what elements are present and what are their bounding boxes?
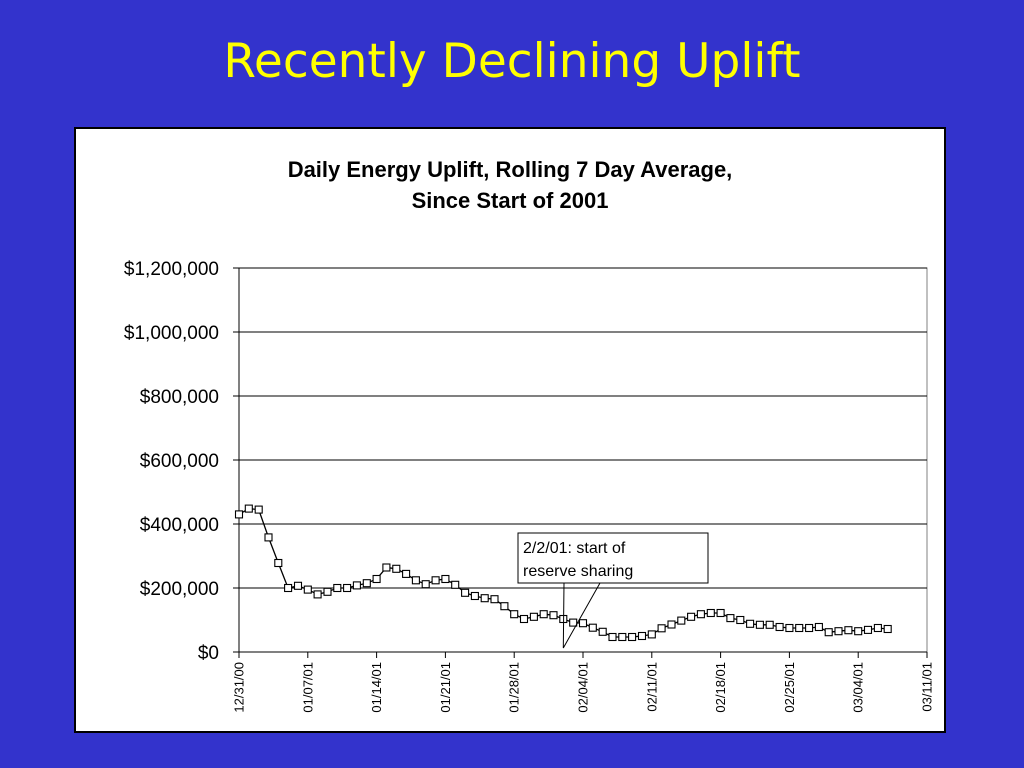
- data-point: [343, 583, 352, 593]
- y-tick-label: $400,000: [140, 515, 219, 536]
- x-tick-label: 01/28/01: [507, 662, 522, 713]
- data-point: [647, 630, 656, 639]
- data-point: [716, 608, 725, 618]
- x-tick-label: 02/11/01: [644, 662, 659, 712]
- data-point: [628, 632, 637, 642]
- data-point: [333, 583, 342, 593]
- data-point: [588, 623, 597, 632]
- data-point: [352, 581, 361, 590]
- data-point: [834, 627, 843, 636]
- data-point: [805, 623, 814, 633]
- annotation-text: reserve sharing: [523, 563, 633, 580]
- data-point: [736, 615, 745, 625]
- data-point: [706, 608, 715, 618]
- data-point: [431, 576, 440, 585]
- data-point: [755, 620, 764, 629]
- y-tick-label: $800,000: [140, 387, 219, 408]
- x-tick-label: 03/11/01: [920, 662, 935, 712]
- data-point: [421, 580, 430, 589]
- y-tick-label: $200,000: [140, 579, 219, 600]
- data-point: [795, 623, 804, 633]
- annotation-text: 2/2/01: start of: [523, 540, 626, 557]
- data-point: [578, 619, 588, 628]
- data-point: [677, 616, 686, 625]
- data-point: [519, 614, 529, 624]
- chart-title-line-2: Since Start of 2001: [411, 188, 609, 213]
- data-point: [549, 611, 558, 620]
- data-point: [854, 627, 863, 636]
- x-tick-label: 01/07/01: [300, 662, 315, 713]
- data-point: [500, 602, 509, 611]
- data-point: [480, 594, 489, 603]
- data-point: [873, 623, 882, 633]
- data-point: [264, 533, 273, 542]
- data-point: [618, 632, 627, 642]
- annotation-box: [517, 532, 709, 584]
- slide-title: Recently Declining Uplift: [223, 34, 801, 89]
- data-point: [696, 610, 705, 619]
- x-tick-label: 01/14/01: [369, 662, 384, 713]
- data-point: [765, 620, 774, 629]
- x-tick-label: 02/25/01: [782, 662, 797, 713]
- data-point: [244, 504, 253, 513]
- data-point: [863, 625, 873, 634]
- data-point: [529, 612, 538, 621]
- data-point: [824, 628, 833, 637]
- data-point: [274, 558, 283, 568]
- y-tick-label: $600,000: [140, 451, 219, 472]
- data-point: [451, 580, 460, 589]
- data-point: [392, 564, 401, 573]
- y-tick-label: $0: [198, 643, 219, 664]
- data-point: [234, 510, 244, 519]
- data-point: [814, 622, 823, 632]
- x-tick-label: 12/31/00: [232, 662, 247, 713]
- data-point: [362, 579, 371, 588]
- data-point: [470, 591, 479, 601]
- data-point: [726, 614, 735, 623]
- data-point: [411, 576, 420, 585]
- data-point: [441, 574, 450, 584]
- data-point: [844, 626, 853, 635]
- annotation-pointer: [562, 582, 601, 649]
- x-tick-label: 02/18/01: [713, 662, 728, 713]
- data-point: [382, 563, 391, 572]
- y-tick-label: $1,200,000: [124, 259, 219, 280]
- x-tick-label: 01/21/01: [438, 662, 453, 713]
- data-point: [687, 612, 696, 621]
- data-point: [323, 587, 332, 596]
- data-point: [667, 620, 676, 629]
- data-point: [284, 583, 293, 593]
- data-point: [303, 585, 312, 594]
- data-point: [313, 590, 322, 599]
- data-point: [293, 581, 303, 590]
- data-point: [569, 618, 578, 627]
- data-point: [490, 595, 499, 604]
- data-point: [254, 505, 263, 514]
- data-point: [883, 624, 892, 634]
- data-point: [402, 569, 411, 578]
- y-tick-label: $1,000,000: [124, 323, 219, 344]
- data-point: [608, 632, 617, 642]
- chart-container: Daily Energy Uplift, Rolling 7 Day Avera…: [74, 127, 946, 733]
- data-point: [785, 623, 794, 633]
- data-point: [539, 610, 548, 619]
- data-point: [461, 588, 470, 597]
- data-point: [510, 610, 519, 619]
- data-point: [746, 619, 755, 628]
- chart-title-line-1: Daily Energy Uplift, Rolling 7 Day Avera…: [287, 157, 733, 182]
- x-tick-label: 02/04/01: [576, 662, 591, 713]
- data-point: [598, 627, 607, 636]
- line-chart: $0 $200,000 $400,000 $600,000 $800,000 $1,000…: [124, 259, 935, 713]
- chart-title: Daily Energy Uplift, Rolling 7 Day Avera…: [76, 154, 944, 216]
- data-point: [372, 574, 381, 584]
- x-tick-label: 03/04/01: [851, 662, 866, 713]
- data-point: [775, 622, 784, 632]
- data-point: [657, 624, 666, 633]
- data-point: [637, 631, 647, 641]
